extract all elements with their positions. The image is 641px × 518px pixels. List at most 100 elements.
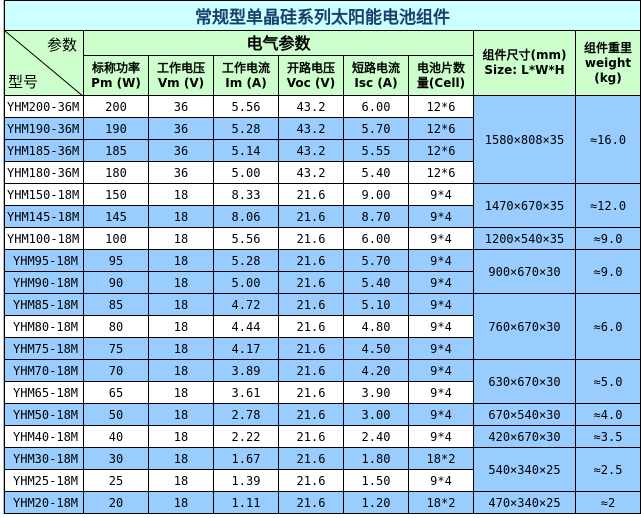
value-cell: 5.56 bbox=[213, 95, 279, 118]
model-cell: YHM190-36M bbox=[4, 117, 84, 140]
size-cell: 470×340×25 bbox=[473, 491, 576, 514]
value-cell: 4.72 bbox=[213, 293, 279, 316]
weight-cell: ≈5.0 bbox=[575, 359, 641, 404]
value-cell: 145 bbox=[83, 205, 149, 228]
model-cell: YHM70-18M bbox=[4, 359, 84, 382]
value-cell: 9*4 bbox=[408, 381, 474, 404]
value-cell: 5.70 bbox=[343, 117, 409, 140]
value-cell: 4.80 bbox=[343, 315, 409, 338]
table-row: YHM30-18M 30 18 1.67 21.6 1.80 18*2 540×340×25 ≈… bbox=[4, 447, 641, 492]
value-cell: 18 bbox=[148, 469, 214, 492]
weight-cell: ≈9.0 bbox=[575, 249, 641, 294]
value-cell: 36 bbox=[148, 161, 214, 184]
value-cell: 9*4 bbox=[408, 293, 474, 316]
value-cell: 21.6 bbox=[278, 447, 344, 470]
column-header-line: 电池片数 bbox=[416, 60, 465, 75]
value-cell: 1.11 bbox=[213, 491, 279, 514]
model-cell: YHM20-18M bbox=[4, 491, 84, 514]
value-cell: 21.6 bbox=[278, 183, 344, 206]
value-cell: 1.20 bbox=[343, 491, 409, 514]
size-header-en: Size: L*W*H bbox=[484, 63, 565, 77]
value-cell: 9*4 bbox=[408, 425, 474, 448]
value-cell: 65 bbox=[83, 381, 149, 404]
value-cell: 12*6 bbox=[408, 95, 474, 118]
param-label: 参数 bbox=[46, 36, 77, 54]
value-cell: 43.2 bbox=[278, 139, 344, 162]
value-cell: 2.22 bbox=[213, 425, 279, 448]
value-cell: 5.14 bbox=[213, 139, 279, 162]
value-cell: 18 bbox=[148, 183, 214, 206]
value-cell: 3.00 bbox=[343, 403, 409, 426]
value-cell: 18 bbox=[148, 249, 214, 272]
value-cell: 43.2 bbox=[278, 95, 344, 118]
value-cell: 20 bbox=[83, 491, 149, 514]
weight-cell: ≈3.5 bbox=[575, 425, 641, 448]
value-cell: 1.50 bbox=[343, 469, 409, 492]
value-cell: 5.00 bbox=[213, 271, 279, 294]
column-header-line: 开路电压 bbox=[286, 60, 335, 75]
size-cell: 420×670×30 bbox=[473, 425, 576, 448]
weight-header: 组件重里 weight (kg) bbox=[575, 30, 641, 96]
model-cell: YHM100-18M bbox=[4, 227, 84, 250]
value-cell: 1.80 bbox=[343, 447, 409, 470]
model-cell: YHM185-36M bbox=[4, 139, 84, 162]
corner-header: 参数 型号 bbox=[4, 30, 84, 96]
value-cell: 9*4 bbox=[408, 403, 474, 426]
column-header: 电池片数 量(Cell) bbox=[408, 55, 474, 96]
value-cell: 5.56 bbox=[213, 227, 279, 250]
value-cell: 75 bbox=[83, 337, 149, 360]
table-row: YHM65-18M 65 18 3.61 21.6 3.90 9*4 bbox=[4, 381, 641, 404]
value-cell: 18*2 bbox=[408, 447, 474, 470]
column-header-line: 短路电流 bbox=[351, 60, 400, 75]
value-cell: 21.6 bbox=[278, 381, 344, 404]
weight-header-en: weight bbox=[584, 55, 632, 70]
model-cell: YHM50-18M bbox=[4, 403, 84, 426]
value-cell: 18 bbox=[148, 359, 214, 382]
value-cell: 8.33 bbox=[213, 183, 279, 206]
value-cell: 21.6 bbox=[278, 271, 344, 294]
value-cell: 9*4 bbox=[408, 227, 474, 250]
column-header-line: Isc (A) bbox=[354, 75, 398, 90]
value-cell: 5.70 bbox=[343, 249, 409, 272]
electrical-params-header: 电气参数 bbox=[83, 30, 474, 56]
value-cell: 70 bbox=[83, 359, 149, 382]
value-cell: 21.6 bbox=[278, 205, 344, 228]
size-header-cn: 组件尺寸(mm) bbox=[482, 48, 567, 62]
table-row: YHM20-18M 20 18 1.11 21.6 1.20 18*2 470×340×25 ≈… bbox=[4, 491, 641, 514]
value-cell: 18 bbox=[148, 447, 214, 470]
table-row: YHM190-36M 190 36 5.28 43.2 5.70 12*6 bbox=[4, 117, 641, 140]
weight-cell: ≈16.0 bbox=[575, 95, 641, 184]
value-cell: 8.70 bbox=[343, 205, 409, 228]
table-row: YHM25-18M 25 18 1.39 21.6 1.50 9*4 bbox=[4, 469, 641, 492]
value-cell: 4.17 bbox=[213, 337, 279, 360]
size-cell: 1580×808×35 bbox=[473, 95, 576, 184]
weight-cell: ≈12.0 bbox=[575, 183, 641, 228]
value-cell: 43.2 bbox=[278, 117, 344, 140]
column-header-line: 量(Cell) bbox=[416, 75, 466, 90]
table-row: YHM70-18M 70 18 3.89 21.6 4.20 9*4 630×670×30 ≈5… bbox=[4, 359, 641, 404]
value-cell: 12*6 bbox=[408, 117, 474, 140]
size-cell: 630×670×30 bbox=[473, 359, 576, 404]
table-row: YHM145-18M 145 18 8.06 21.6 8.70 9*4 bbox=[4, 205, 641, 228]
value-cell: 9*4 bbox=[408, 337, 474, 360]
table-title: 常规型单晶硅系列太阳能电池组件 bbox=[4, 0, 641, 31]
table-row: YHM80-18M 80 18 4.44 21.6 4.80 9*4 bbox=[4, 315, 641, 338]
value-cell: 5.28 bbox=[213, 117, 279, 140]
value-cell: 18 bbox=[148, 315, 214, 338]
value-cell: 4.20 bbox=[343, 359, 409, 382]
weight-header-cn: 组件重里 bbox=[583, 40, 632, 55]
model-cell: YHM40-18M bbox=[4, 425, 84, 448]
value-cell: 36 bbox=[148, 95, 214, 118]
value-cell: 18*2 bbox=[408, 491, 474, 514]
value-cell: 5.10 bbox=[343, 293, 409, 316]
value-cell: 3.90 bbox=[343, 381, 409, 404]
size-header: 组件尺寸(mm) Size: L*W*H bbox=[473, 30, 576, 96]
size-cell: 900×670×30 bbox=[473, 249, 576, 294]
value-cell: 4.44 bbox=[213, 315, 279, 338]
value-cell: 25 bbox=[83, 469, 149, 492]
value-cell: 21.6 bbox=[278, 403, 344, 426]
solar-module-spec-table: 常规型单晶硅系列太阳能电池组件 参数 型号 电气参数 组件尺寸(mm) Size:… bbox=[4, 0, 641, 514]
value-cell: 12*6 bbox=[408, 161, 474, 184]
value-cell: 50 bbox=[83, 403, 149, 426]
value-cell: 40 bbox=[83, 425, 149, 448]
